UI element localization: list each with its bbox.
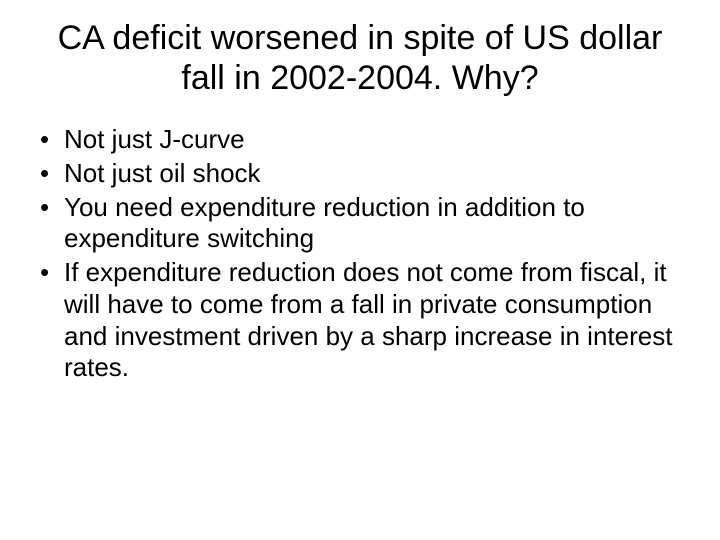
list-item: Not just J-curve <box>34 124 682 156</box>
list-item: You need expenditure reduction in additi… <box>34 192 682 255</box>
bullet-list: Not just J-curve Not just oil shock You … <box>28 124 692 384</box>
slide: CA deficit worsened in spite of US dolla… <box>0 0 720 540</box>
slide-title: CA deficit worsened in spite of US dolla… <box>48 18 672 98</box>
list-item: Not just oil shock <box>34 158 682 190</box>
list-item: If expenditure reduction does not come f… <box>34 257 682 384</box>
